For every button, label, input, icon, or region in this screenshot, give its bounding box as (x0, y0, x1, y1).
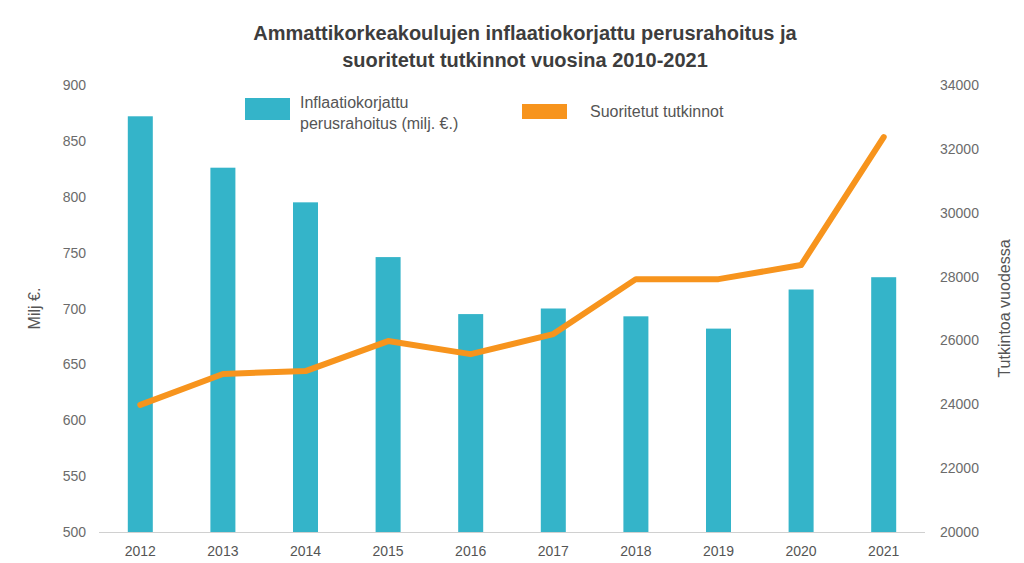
plot-area (128, 116, 896, 532)
y-tick-label: 500 (63, 524, 87, 540)
text-line: suoritetut tutkinnot vuosina 2010-2021 (342, 49, 708, 71)
x-tick-label: 2020 (786, 543, 817, 559)
x-axis-line (99, 532, 925, 533)
legend-label: Inflaatiokorjattu perusrahoitus (milj. €.… (300, 94, 458, 132)
bar (789, 290, 814, 532)
text-line: perusrahoitus (milj. €.) (300, 115, 458, 132)
bar (541, 309, 566, 533)
bar (376, 257, 401, 532)
legend-swatch (522, 104, 567, 119)
x-tick-label: 2019 (703, 543, 734, 559)
y-tick-label: 750 (63, 245, 87, 261)
y2-tick-label: 24000 (940, 396, 979, 412)
x-tick-label: 2016 (455, 543, 486, 559)
y-tick-label: 800 (63, 189, 87, 205)
legend: Inflaatiokorjattu perusrahoitus (milj. €.… (245, 94, 724, 132)
bar (210, 168, 235, 532)
x-tick-label: 2018 (620, 543, 651, 559)
x-tick-label: 2021 (868, 543, 899, 559)
x-tick-label: 2015 (373, 543, 404, 559)
bar (623, 316, 648, 532)
y-axis-title: Milj €. (26, 288, 43, 330)
y-tick-label: 900 (63, 77, 87, 93)
text-line: Ammattikorkeakoulujen inflaatiokorjattu … (253, 22, 797, 44)
legend-label: Suoritetut tutkinnot (590, 103, 724, 120)
text-line: Inflaatiokorjattu (300, 94, 409, 111)
y2-tick-label: 34000 (940, 77, 979, 93)
y2-tick-label: 26000 (940, 332, 979, 348)
x-tick-label: 2017 (538, 543, 569, 559)
y2-tick-label: 22000 (940, 460, 979, 476)
y2-tick-label: 20000 (940, 524, 979, 540)
y-tick-label: 700 (63, 301, 87, 317)
x-tick-label: 2012 (125, 543, 156, 559)
line (140, 137, 883, 405)
bar (706, 329, 731, 532)
legend-swatch (245, 98, 290, 120)
chart-title: Ammattikorkeakoulujen inflaatiokorjattu … (253, 22, 797, 71)
chart-svg: Ammattikorkeakoulujen inflaatiokorjattu … (0, 0, 1024, 563)
y-tick-label: 850 (63, 133, 87, 149)
x-tick-label: 2013 (207, 543, 238, 559)
bar (128, 116, 153, 532)
y-tick-label: 600 (63, 412, 87, 428)
bar (458, 314, 483, 532)
y2-tick-label: 30000 (940, 205, 979, 221)
y2-tick-label: 32000 (940, 141, 979, 157)
text-line: Suoritetut tutkinnot (590, 103, 724, 120)
y-tick-label: 550 (63, 468, 87, 484)
y-tick-label: 650 (63, 356, 87, 372)
bar (871, 277, 896, 532)
x-tick-label: 2014 (290, 543, 321, 559)
y2-tick-label: 28000 (940, 269, 979, 285)
y2-axis-title: Tutkintoa vuodessa (996, 239, 1013, 377)
chart-container: Ammattikorkeakoulujen inflaatiokorjattu … (0, 0, 1024, 563)
